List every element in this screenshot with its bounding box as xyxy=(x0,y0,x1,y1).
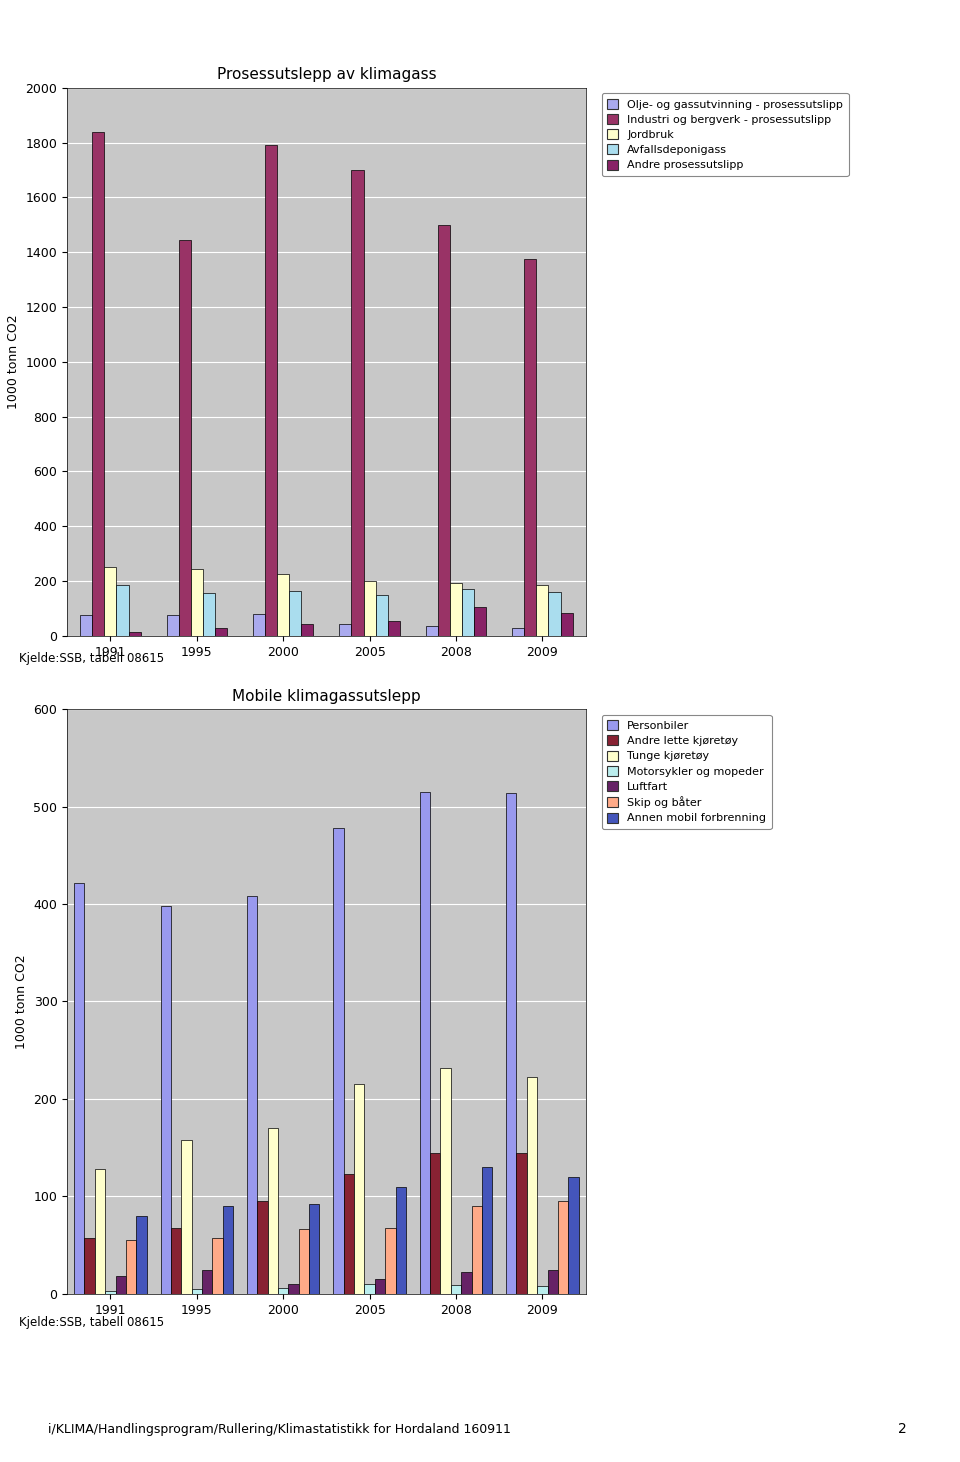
Bar xyxy=(84,1238,95,1294)
Bar xyxy=(160,906,171,1294)
Bar xyxy=(548,592,561,636)
Bar xyxy=(80,616,92,636)
Bar xyxy=(129,632,141,636)
Legend: Olje- og gassutvinning - prosessutslipp, Industri og bergverk - prosessutslipp, : Olje- og gassutvinning - prosessutslipp,… xyxy=(602,94,849,175)
Bar xyxy=(215,627,228,636)
Y-axis label: 1000 tonn CO2: 1000 tonn CO2 xyxy=(7,314,20,409)
Bar xyxy=(388,621,400,636)
Bar xyxy=(74,883,84,1294)
Bar xyxy=(438,225,450,636)
Bar xyxy=(253,614,265,636)
Bar xyxy=(568,1177,579,1294)
Bar xyxy=(451,1285,461,1294)
Title: Mobile klimagassutslepp: Mobile klimagassutslepp xyxy=(232,689,420,703)
Bar xyxy=(171,1228,181,1294)
Bar xyxy=(513,627,524,636)
Bar xyxy=(365,1284,374,1294)
Bar xyxy=(547,1269,558,1294)
Bar xyxy=(385,1228,396,1294)
Bar xyxy=(278,1288,288,1294)
Legend: Personbiler, Andre lette kjøretøy, Tunge kjøretøy, Motorsykler og mopeder, Luftf: Personbiler, Andre lette kjøretøy, Tunge… xyxy=(602,715,772,829)
Text: i/KLIMA/Handlingsprogram/Rullering/Klimastatistikk for Hordaland 160911: i/KLIMA/Handlingsprogram/Rullering/Klima… xyxy=(48,1423,511,1436)
Bar xyxy=(299,1228,309,1294)
Bar xyxy=(95,1170,106,1294)
Bar xyxy=(179,240,191,636)
Bar xyxy=(181,1140,192,1294)
Bar xyxy=(191,569,203,636)
Bar xyxy=(268,1129,278,1294)
Bar xyxy=(167,616,179,636)
Bar xyxy=(462,589,474,636)
Bar xyxy=(126,1240,136,1294)
Bar xyxy=(516,1152,527,1294)
Bar xyxy=(203,594,215,636)
Bar xyxy=(537,585,548,636)
Title: Prosessutslepp av klimagass: Prosessutslepp av klimagass xyxy=(217,67,436,82)
Bar xyxy=(340,624,351,636)
Bar xyxy=(115,1276,126,1294)
Bar xyxy=(202,1269,212,1294)
Bar xyxy=(289,591,301,636)
Bar xyxy=(538,1287,547,1294)
Bar xyxy=(192,1289,202,1294)
Bar xyxy=(288,1284,299,1294)
Text: 2: 2 xyxy=(898,1421,907,1436)
Bar xyxy=(247,896,257,1294)
Y-axis label: 1000 tonn CO2: 1000 tonn CO2 xyxy=(15,955,28,1048)
Text: Kjelde:SSB, tabell 08615: Kjelde:SSB, tabell 08615 xyxy=(19,652,164,665)
Bar xyxy=(450,582,462,636)
Bar xyxy=(474,607,486,636)
Bar xyxy=(430,1152,441,1294)
Bar xyxy=(441,1067,451,1294)
Bar xyxy=(277,575,289,636)
Bar xyxy=(461,1272,471,1294)
Bar xyxy=(561,613,572,636)
Bar xyxy=(364,580,375,636)
Bar xyxy=(105,567,116,636)
Text: Kjelde:SSB, tabell 08615: Kjelde:SSB, tabell 08615 xyxy=(19,1316,164,1329)
Bar xyxy=(506,792,516,1294)
Bar xyxy=(524,259,537,636)
Bar xyxy=(333,827,344,1294)
Bar xyxy=(396,1187,406,1294)
Bar xyxy=(92,132,105,636)
Bar xyxy=(420,792,430,1294)
Bar xyxy=(558,1202,568,1294)
Bar xyxy=(354,1085,365,1294)
Bar xyxy=(344,1174,354,1294)
Bar xyxy=(375,595,388,636)
Bar xyxy=(471,1206,482,1294)
Bar xyxy=(527,1077,538,1294)
Bar xyxy=(257,1202,268,1294)
Bar xyxy=(309,1205,320,1294)
Bar xyxy=(265,145,277,636)
Bar xyxy=(426,626,438,636)
Bar xyxy=(106,1291,115,1294)
Bar xyxy=(374,1279,385,1294)
Bar xyxy=(223,1206,233,1294)
Bar xyxy=(116,585,129,636)
Bar xyxy=(212,1238,223,1294)
Bar xyxy=(482,1167,492,1294)
Bar xyxy=(136,1216,147,1294)
Bar xyxy=(301,624,314,636)
Bar xyxy=(351,170,364,636)
